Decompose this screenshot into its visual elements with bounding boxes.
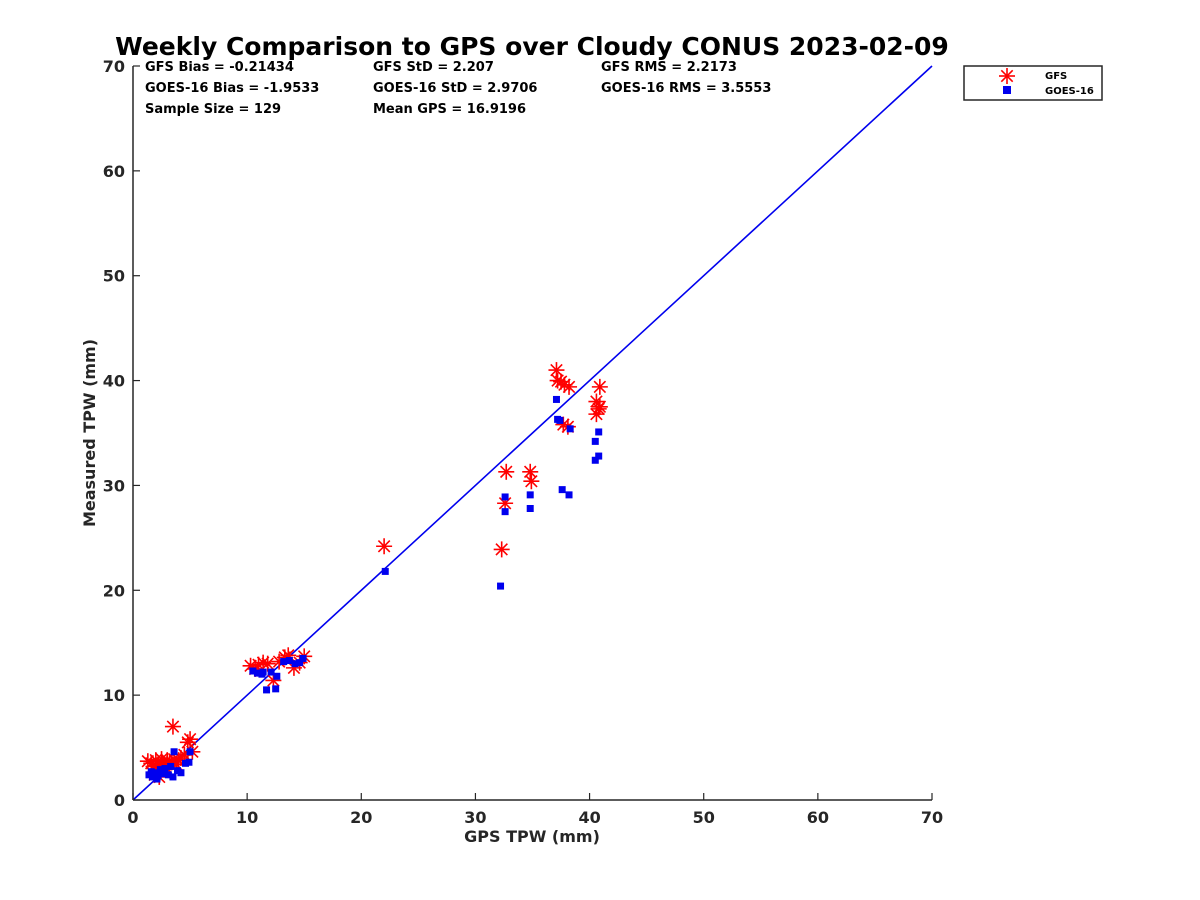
gfs-series <box>139 361 609 786</box>
x-tick-label: 20 <box>350 808 372 827</box>
goes16-point <box>591 437 599 445</box>
x-tick-label: 30 <box>464 808 486 827</box>
goes16-point <box>501 508 509 516</box>
goes16-point <box>272 685 280 693</box>
goes16-point <box>273 672 281 680</box>
chart-title: Weekly Comparison to GPS over Cloudy CON… <box>115 32 949 61</box>
stat-sample-size: Sample Size = 129 <box>145 102 281 117</box>
goes16-point <box>156 766 164 774</box>
goes16-point <box>186 748 194 756</box>
x-tick-label: 0 <box>127 808 138 827</box>
goes16-point <box>299 654 307 662</box>
x-tick-label: 40 <box>578 808 600 827</box>
gfs-point <box>522 472 541 491</box>
y-tick-label: 20 <box>103 581 125 600</box>
gfs-point <box>591 397 609 416</box>
goes16-point <box>291 660 299 668</box>
goes16-point <box>526 491 534 499</box>
goes16-point <box>263 686 271 694</box>
gfs-point <box>181 730 199 748</box>
stat-gfs-rms: GFS RMS = 2.2173 <box>601 60 737 75</box>
goes16-point <box>185 758 193 766</box>
gfs-point <box>492 540 511 559</box>
stat-mean-gps: Mean GPS = 16.9196 <box>373 102 526 117</box>
goes16-point <box>280 658 288 666</box>
goes16-point <box>169 773 177 781</box>
goes16-point <box>170 748 178 756</box>
goes16-point <box>147 768 155 776</box>
y-tick-label: 0 <box>114 791 125 810</box>
x-tick-label: 70 <box>921 808 943 827</box>
x-axis-ticks: 0 10 20 30 40 50 60 70 <box>127 793 943 827</box>
y-axis-label: Measured TPW (mm) <box>80 339 99 527</box>
goes16-point <box>566 425 574 433</box>
goes16-point <box>177 769 185 777</box>
goes16-point <box>296 659 304 667</box>
goes16-series <box>145 395 603 783</box>
y-axis-ticks: 0 10 20 30 40 50 60 70 <box>103 57 140 810</box>
stat-goes-rms: GOES-16 RMS = 3.5553 <box>601 81 771 96</box>
goes16-point <box>558 486 566 494</box>
goes16-point <box>259 668 267 676</box>
goes16-point <box>497 582 505 590</box>
x-tick-label: 60 <box>807 808 829 827</box>
axes <box>132 66 932 801</box>
y-tick-label: 30 <box>103 476 125 495</box>
goes16-point <box>253 669 261 677</box>
reference-line-segment <box>132 65 933 801</box>
y-tick-label: 70 <box>103 57 125 76</box>
goes16-point <box>148 773 156 781</box>
goes16-point <box>552 395 560 403</box>
goes16-point <box>267 668 275 676</box>
y-tick-label: 50 <box>103 267 125 286</box>
goes16-point <box>501 493 509 501</box>
goes16-point <box>164 771 172 779</box>
goes16-point <box>565 491 573 499</box>
legend-goes16-label: GOES-16 <box>1045 86 1094 97</box>
stat-gfs-std: GFS StD = 2.207 <box>373 60 494 75</box>
x-tick-label: 50 <box>693 808 715 827</box>
one-to-one-reference-line <box>132 65 933 801</box>
goes16-point <box>595 452 603 460</box>
gfs-point <box>164 717 182 736</box>
x-axis-label: GPS TPW (mm) <box>464 827 600 846</box>
goes16-point <box>167 762 175 770</box>
goes16-point <box>249 667 257 675</box>
stat-goes-std: GOES-16 StD = 2.9706 <box>373 81 537 96</box>
goes16-point <box>556 416 564 424</box>
legend: GFS GOES-16 <box>963 65 1103 101</box>
gfs-point <box>497 462 516 481</box>
y-tick-label: 10 <box>103 686 125 705</box>
legend-gfs-label: GFS <box>1045 71 1067 82</box>
goes16-point <box>285 657 293 665</box>
y-tick-label: 60 <box>103 162 125 181</box>
goes16-point <box>526 504 534 512</box>
goes16-point <box>591 456 599 464</box>
goes16-point <box>153 775 161 783</box>
gfs-point <box>591 378 609 396</box>
gfs-point <box>560 378 578 396</box>
legend-goes16-marker <box>1003 86 1011 94</box>
y-tick-label: 40 <box>103 372 125 391</box>
legend-box <box>963 65 1103 101</box>
legend-gfs-marker <box>998 67 1016 85</box>
stat-goes-bias: GOES-16 Bias = -1.9533 <box>145 81 319 96</box>
gfs-point <box>375 537 393 556</box>
goes16-point <box>595 428 603 436</box>
statistics-block: GFS Bias = -0.21434 GFS StD = 2.207 GFS … <box>145 60 771 117</box>
goes16-point <box>159 770 167 778</box>
x-tick-label: 10 <box>236 808 258 827</box>
stat-gfs-bias: GFS Bias = -0.21434 <box>145 60 294 75</box>
goes16-point <box>381 567 389 575</box>
goes16-point <box>161 765 169 773</box>
